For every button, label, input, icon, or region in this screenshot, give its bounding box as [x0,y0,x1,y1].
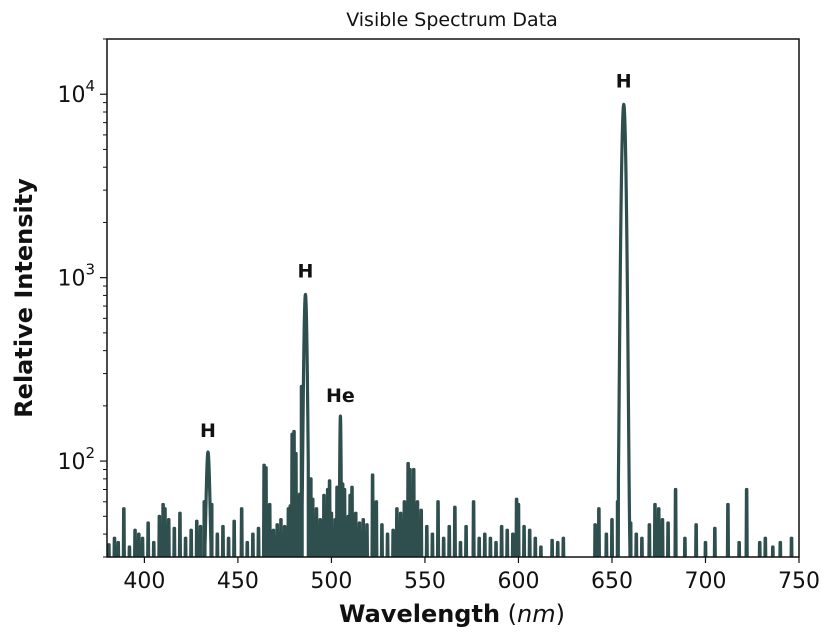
x-tick-label: 700 [684,569,726,594]
chart-title: Visible Spectrum Data [346,9,558,31]
y-tick-exponent: 3 [85,261,95,279]
x-tick-label: 500 [310,569,352,594]
y-tick-base: 10 [57,83,85,108]
x-axis-label: Wavelength (nm) [339,600,565,628]
plot-frame [106,38,800,558]
peak-label: H [200,420,216,442]
peak-label: He [326,385,355,407]
x-tick-label: 550 [404,569,446,594]
peak-label: H [616,70,632,92]
y-tick-exponent: 4 [85,77,95,95]
x-tick-label: 600 [497,569,539,594]
plot-area [107,102,794,557]
x-axis: 400 450 500 550 600 650 700 750 [123,557,820,594]
x-tick-label: 400 [123,569,165,594]
x-tick-label: 750 [778,569,820,594]
y-axis-label: Relative Intensity [10,178,38,418]
y-tick-label: 102 [57,444,95,475]
y-tick-base: 10 [57,450,85,475]
x-axis-label-close-paren: ) [556,600,565,628]
peak-label: H [297,261,313,283]
y-tick-base: 10 [57,267,85,292]
y-tick-exponent: 2 [85,444,95,462]
x-axis-label-text: Wavelength [339,600,500,628]
x-axis-label-unit: nm [517,600,556,628]
spectrum-series-line [107,102,794,557]
x-tick-label: 450 [217,569,259,594]
x-axis-label-open-paren: ( [500,600,517,628]
y-tick-label: 104 [57,77,95,108]
x-tick-label: 650 [591,569,633,594]
peak-annotations: H H He H [200,70,632,442]
y-tick-label: 103 [57,261,95,292]
